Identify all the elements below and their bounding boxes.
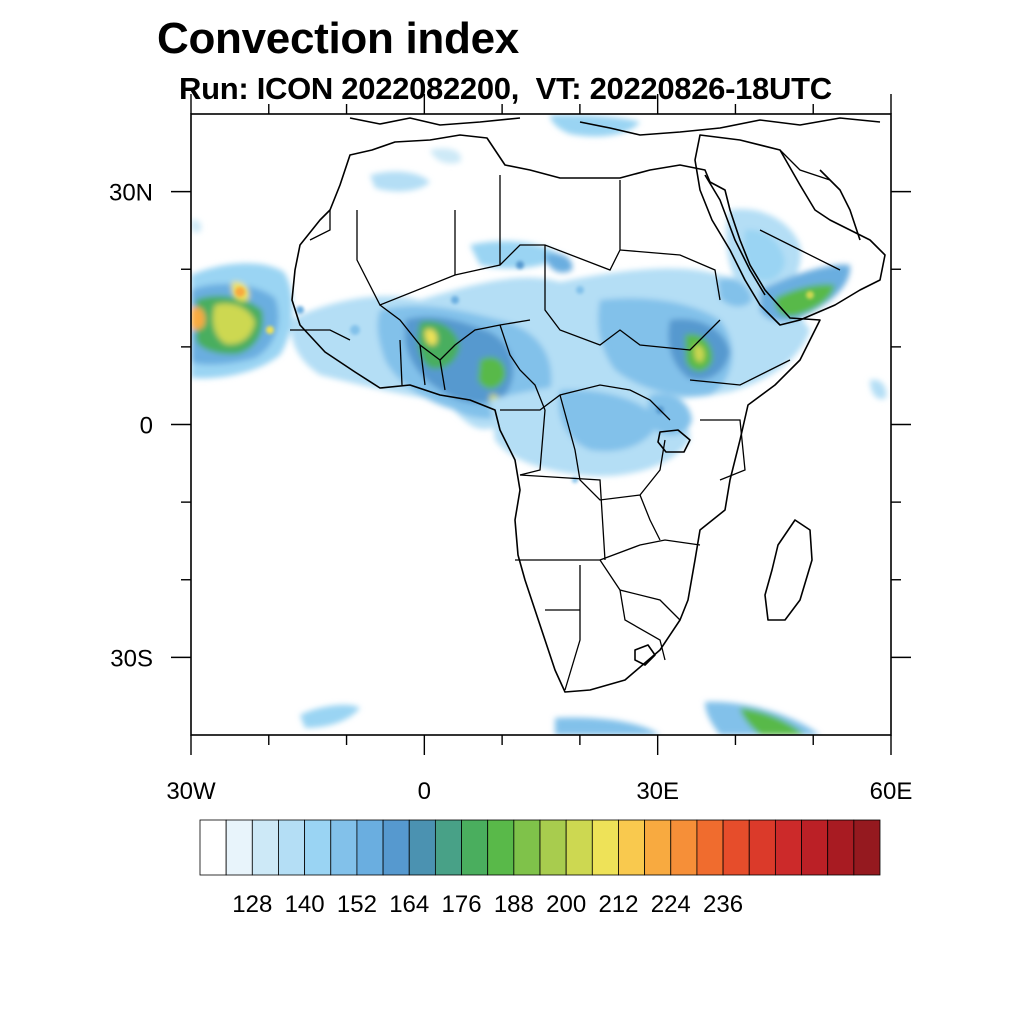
colorbar-label: 212 (598, 891, 638, 918)
colorbar-swatch (356, 819, 384, 876)
colorbar-label: 236 (703, 891, 743, 918)
colorbar-swatch (591, 819, 619, 876)
colorbar-swatch (461, 819, 489, 876)
colorbar-swatch (722, 819, 750, 876)
colorbar-swatch (696, 819, 724, 876)
colorbar-swatch (251, 819, 279, 876)
x-tick-label: 0 (418, 778, 431, 805)
colorbar-swatch (199, 819, 227, 876)
y-tick-label: 0 (140, 413, 153, 440)
colorbar-swatch (382, 819, 410, 876)
convection-field (191, 114, 887, 735)
colorbar-swatch (304, 819, 332, 876)
colorbar-swatch (487, 819, 515, 876)
y-tick-label: 30S (110, 645, 153, 672)
colorbar-swatch (618, 819, 646, 876)
x-tick-label: 60E (870, 778, 913, 805)
colorbar-swatch (408, 819, 436, 876)
colorbar-label: 188 (494, 891, 534, 918)
colorbar-swatch (225, 819, 253, 876)
colorbar-swatch (774, 819, 802, 876)
colorbar-swatch (513, 819, 541, 876)
colorbar-label: 164 (389, 891, 429, 918)
coastlines (291, 117, 886, 693)
colorbar-swatch (801, 819, 829, 876)
y-tick-label: 30N (109, 180, 153, 207)
colorbar-label: 128 (232, 891, 272, 918)
colorbar-swatch (434, 819, 462, 876)
map-subtitle: Run: ICON 2022082200, VT: 20220826-18UTC (179, 71, 832, 106)
x-tick-label: 30W (166, 778, 216, 805)
colorbar-swatch (539, 819, 567, 876)
colorbar-swatch (827, 819, 855, 876)
colorbar-label: 200 (546, 891, 586, 918)
colorbar-swatch (748, 819, 776, 876)
colorbar-label: 176 (442, 891, 482, 918)
colorbar-swatch (853, 819, 881, 876)
colorbar-label: 224 (651, 891, 691, 918)
x-tick-label: 30E (636, 778, 679, 805)
map-title: Convection index (157, 14, 519, 63)
colorbar-swatch (278, 819, 306, 876)
country-borders (290, 149, 841, 691)
colorbar-label: 152 (337, 891, 377, 918)
colorbar-swatch (330, 819, 358, 876)
colorbar-labels: 128 140 152 164 176 188 200 212 224 236 (232, 891, 743, 918)
colorbar-swatch (565, 819, 593, 876)
colorbar-label: 140 (285, 891, 325, 918)
colorbar-swatch (670, 819, 698, 876)
colorbar (199, 819, 881, 876)
colorbar-swatch (644, 819, 672, 876)
